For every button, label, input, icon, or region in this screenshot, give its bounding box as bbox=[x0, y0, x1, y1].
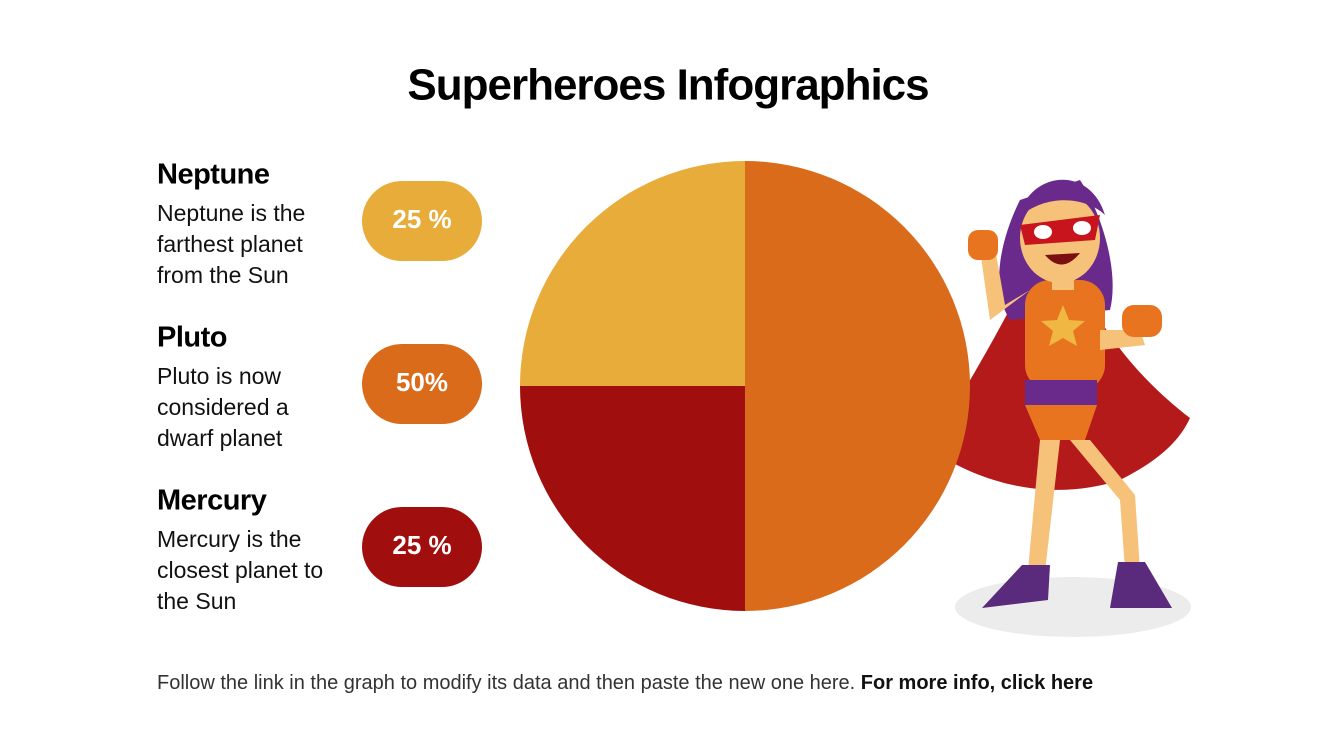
pie-slice bbox=[520, 386, 745, 611]
item-description: farthest planet bbox=[157, 231, 303, 257]
item-description: Neptune is the bbox=[157, 200, 305, 226]
item-name: Mercury bbox=[157, 485, 267, 517]
item-description: considered a bbox=[157, 394, 289, 420]
item-description: closest planet to bbox=[157, 557, 323, 583]
item-description: Mercury is the bbox=[157, 526, 301, 552]
footer: Follow the link in the graph to modify i… bbox=[157, 672, 1093, 694]
value-label: 25 % bbox=[392, 204, 451, 234]
value-pill bbox=[362, 181, 482, 261]
value-label: 50% bbox=[396, 367, 448, 397]
item-description: the Sun bbox=[157, 588, 236, 614]
value-label: 25 % bbox=[392, 530, 451, 560]
pie-slice bbox=[745, 161, 970, 611]
chart-title: Superheroes Infographics bbox=[407, 61, 928, 110]
superhero-illustration bbox=[928, 179, 1191, 637]
item-name: Pluto bbox=[157, 322, 227, 354]
item-description: dwarf planet bbox=[157, 425, 283, 451]
value-pill bbox=[362, 507, 482, 587]
item-description: from the Sun bbox=[157, 262, 289, 288]
item-description: Pluto is now bbox=[157, 363, 281, 389]
item-name: Neptune bbox=[157, 159, 270, 191]
pie-chart bbox=[520, 161, 970, 611]
footer-text: Follow the link in the graph to modify i… bbox=[157, 672, 855, 694]
footer-link[interactable]: For more info, click here bbox=[861, 672, 1093, 694]
pie-slice bbox=[520, 161, 745, 386]
value-pill bbox=[362, 344, 482, 424]
